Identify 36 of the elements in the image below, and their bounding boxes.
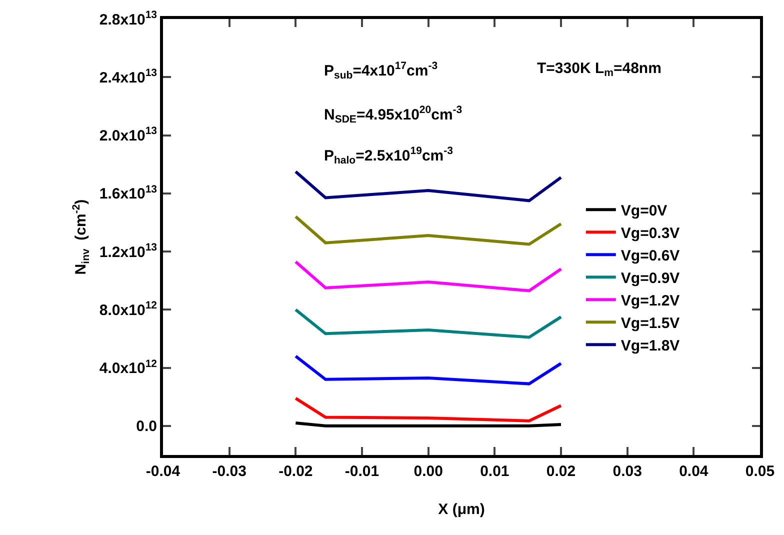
annotation: P$_{sub}$=4x10$^{17}$cm$^{-3}$ [324,60,438,82]
line-series [294,354,562,386]
y-tick-label: 2.4x10$^{13}$ [99,67,158,86]
x-tick-label: -0.02 [278,463,313,480]
legend-label: Vg=0.3V [620,225,680,242]
x-tick-label: -0.01 [344,463,380,480]
annotation: P$_{halo}$=2.5x10$^{19}$cm$^{-3}$ [324,145,454,166]
x-axis-title: X (μm) [438,501,485,518]
x-tick-label: 0.05 [745,463,775,480]
legend-label: Vg=1.2V [620,292,680,310]
x-tick-label: 0.02 [546,463,576,480]
legend-label: Vg=0V [620,202,668,220]
line-series [294,396,562,422]
y-tick-label: 1.6x10$^{13}$ [99,183,158,203]
x-tick-label: 0.00 [414,463,443,480]
x-tick-label: 0.03 [612,463,642,480]
annotation: N$_{SDE}$=4.95x10$^{20}$cm$^{-3}$ [324,104,462,126]
y-tick-label: 4.0x10$^{12}$ [99,358,158,378]
legend-label: Vg=0.9V [620,270,680,287]
y-tick-label: 0.0 [136,418,157,436]
line-series [294,260,562,292]
y-tick-label: 2.8x10$^{13}$ [99,8,158,28]
x-tick-label: -0.03 [212,463,246,480]
y-tick-label: 8.0x10$^{12}$ [99,300,158,319]
legend-label: Vg=1.5V [620,315,680,332]
legend-label: Vg=1.8V [620,338,680,354]
line-series [294,308,562,339]
x-tick-label: 0.04 [679,463,709,480]
line-series [294,170,562,202]
legend-label: Vg=0.6V [620,248,680,264]
annotation: T=330K L$_{m}$=48nm [537,60,662,80]
x-tick-label: 0.01 [480,463,510,480]
y-tick-label: 1.2x10$^{13}$ [99,241,158,261]
y-tick-label: 2.0x10$^{13}$ [99,125,158,145]
x-tick-label: -0.04 [146,463,181,480]
line-series [294,215,562,246]
